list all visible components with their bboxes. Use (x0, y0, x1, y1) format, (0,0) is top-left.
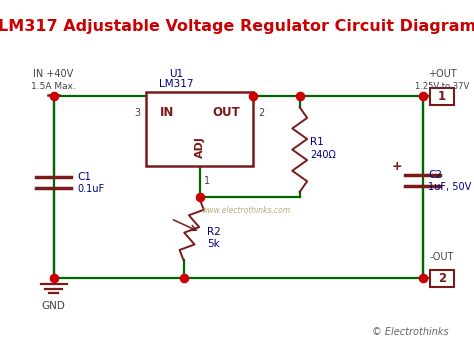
Point (50, 93, 57, 99)
Text: U1: U1 (170, 69, 183, 79)
Text: © Electrothinks: © Electrothinks (372, 327, 448, 337)
Text: C2: C2 (428, 170, 442, 180)
Point (419, 93, 427, 99)
Text: C1: C1 (78, 172, 91, 182)
Text: LM317: LM317 (159, 79, 194, 89)
Bar (146, 92, 253, 166)
Text: R1: R1 (310, 137, 324, 147)
Point (50, 275, 57, 281)
Text: 5k: 5k (207, 239, 219, 249)
Text: 1: 1 (203, 176, 210, 186)
Point (296, 93, 303, 99)
Text: IN +40V: IN +40V (33, 69, 73, 79)
Bar (430, 270, 454, 287)
Text: 2: 2 (438, 272, 446, 285)
Text: -OUT: -OUT (429, 252, 454, 262)
Text: 0.1uF: 0.1uF (78, 184, 105, 195)
Text: 3: 3 (135, 108, 141, 118)
Text: 1uF, 50V: 1uF, 50V (428, 182, 472, 192)
Text: 1.25V to 37V: 1.25V to 37V (415, 82, 469, 91)
Text: ADJ: ADJ (195, 136, 205, 158)
Text: 1: 1 (438, 89, 446, 103)
Text: 2: 2 (258, 108, 264, 118)
Point (196, 195, 204, 200)
Text: +: + (392, 160, 402, 173)
Bar (430, 88, 454, 105)
Text: www.electrothinks.com: www.electrothinks.com (202, 206, 291, 215)
Text: LM317 Adjustable Voltage Regulator Circuit Diagram: LM317 Adjustable Voltage Regulator Circu… (0, 19, 474, 34)
Text: IN: IN (159, 106, 174, 119)
Point (180, 275, 187, 281)
Text: 240Ω: 240Ω (310, 150, 336, 160)
Text: GND: GND (42, 301, 65, 311)
Text: OUT: OUT (212, 106, 240, 119)
Point (419, 275, 427, 281)
Point (249, 93, 257, 99)
Text: R2: R2 (207, 227, 220, 237)
Text: 1.5A Max.: 1.5A Max. (31, 82, 76, 91)
Text: +OUT: +OUT (428, 69, 456, 79)
